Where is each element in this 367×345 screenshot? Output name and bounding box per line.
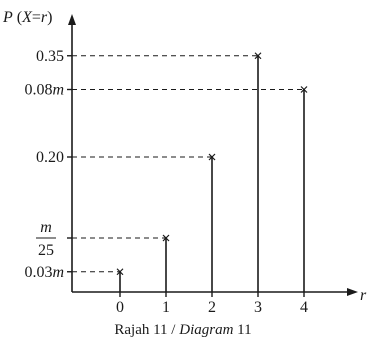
x-axis-arrow xyxy=(347,288,358,296)
y-tick-label-3: 0.08m xyxy=(24,82,64,99)
guide-lines xyxy=(72,55,304,273)
x-tick-label-3: 3 xyxy=(254,299,262,316)
fraction-denominator: 25 xyxy=(38,242,54,259)
y-tick-label-fraction: m 25 xyxy=(36,219,56,259)
marker-3 xyxy=(254,52,262,60)
caption-italic: Diagram xyxy=(178,322,233,338)
y-tick-label-2: 0.20 xyxy=(36,149,64,166)
y-tick-labels: 0.03m m 25 0.20 0.08m 0.35 xyxy=(24,48,72,281)
bar-lines xyxy=(119,55,305,292)
x-axis-label: r xyxy=(360,287,367,304)
y-axis-arrow xyxy=(68,14,76,25)
x-tick-label-2: 2 xyxy=(208,299,216,316)
marker-4 xyxy=(300,86,308,93)
caption-suffix: 11 xyxy=(233,322,251,338)
y-tick-label-0: 0.03m xyxy=(24,264,64,281)
diagram-caption: Rajah 11 / Diagram 11 xyxy=(114,322,251,338)
x-tick-label-0: 0 xyxy=(116,299,124,316)
x-tick-label-4: 4 xyxy=(300,299,308,316)
x-tick-labels: 0 1 2 3 4 xyxy=(116,292,308,316)
fraction-numerator: m xyxy=(40,219,52,236)
marker-1 xyxy=(162,234,170,242)
marker-2 xyxy=(208,153,216,161)
x-tick-label-1: 1 xyxy=(162,299,170,316)
bar-markers xyxy=(116,52,308,276)
marker-0 xyxy=(116,268,124,276)
y-axis-label: P (X=r) xyxy=(2,9,52,26)
y-tick-label-4: 0.35 xyxy=(36,48,64,65)
caption-main: Rajah 11 / xyxy=(114,322,179,338)
